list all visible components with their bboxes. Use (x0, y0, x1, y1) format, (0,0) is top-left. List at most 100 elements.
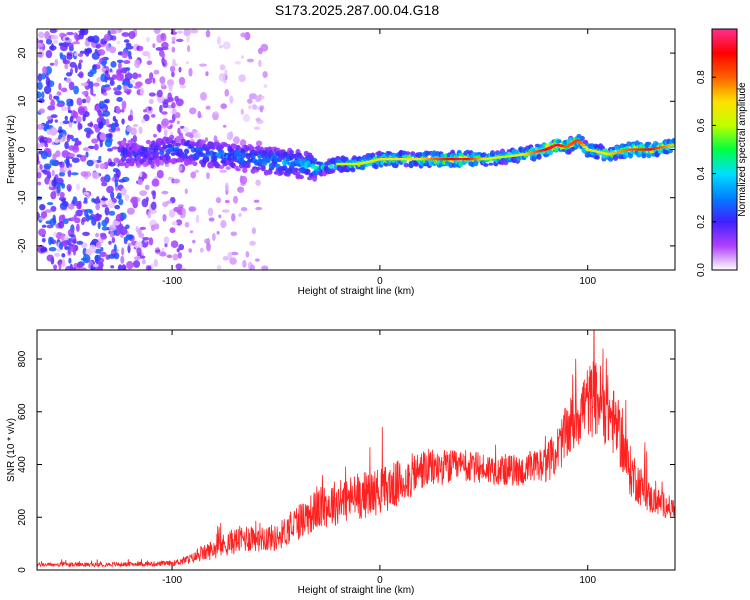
spectral-blob (76, 183, 80, 191)
spectral-blob (56, 96, 60, 103)
spectral-blob (116, 192, 122, 200)
spectral-blob (232, 195, 239, 204)
spectral-blob (176, 248, 180, 253)
spectral-blob (159, 104, 163, 113)
spectral-blob (108, 253, 116, 259)
bottom-xtick-label: 0 (377, 575, 383, 586)
ridge-blob (182, 153, 188, 157)
spectral-blob (109, 230, 115, 238)
ridge-blob (405, 151, 411, 156)
spectral-blob (41, 224, 47, 228)
spectral-blob (104, 206, 110, 216)
spectral-blob (116, 97, 123, 102)
spectral-blob (242, 259, 247, 268)
spectral-blob (136, 45, 140, 51)
spectral-blob (76, 223, 80, 232)
spectral-blob (53, 264, 58, 270)
ridge-blob (248, 145, 255, 150)
spectral-blob (82, 114, 86, 122)
colorbar: 0.0 0.2 0.4 0.6 0.8 Normalized spectral ampli… (696, 28, 748, 277)
spectral-blob (199, 63, 207, 67)
spectral-blob (91, 241, 96, 246)
bottom-ytick-label: 800 (17, 350, 28, 367)
spectral-blob (113, 87, 118, 91)
spectral-blob (185, 61, 189, 65)
spectral-blob (205, 29, 211, 38)
ridge-blob (350, 167, 356, 173)
spectral-blob (206, 172, 210, 180)
spectral-blob (109, 79, 115, 86)
spectral-blob (97, 221, 101, 230)
spectral-blob (248, 104, 252, 110)
ridge-blob (145, 139, 151, 145)
spectral-blob (38, 31, 45, 39)
ridge-blob (556, 139, 562, 144)
spectral-blob (73, 85, 79, 95)
ridge-blob (312, 157, 318, 163)
spectral-blob (113, 244, 117, 252)
spectral-blob (51, 169, 55, 177)
spectral-blob (112, 115, 117, 122)
spectral-blob (110, 191, 115, 200)
spectral-blob (76, 201, 81, 204)
spectral-blob (37, 181, 42, 186)
spectral-blob (99, 114, 104, 122)
spectral-blob (135, 226, 139, 233)
spectral-blob (54, 138, 59, 144)
spectral-blob (72, 41, 80, 45)
ridge-blob (403, 162, 409, 168)
spectral-blob (74, 64, 78, 74)
spectral-blob (116, 84, 122, 91)
spectral-blob (43, 85, 52, 95)
spectral-blob (64, 115, 69, 121)
spectral-blob (170, 240, 179, 248)
spectral-blob (60, 87, 68, 93)
spectral-blob (115, 127, 121, 132)
spectral-blob (59, 242, 63, 250)
spectral-blob (216, 264, 222, 270)
spectral-blob (189, 230, 194, 234)
spectral-blob (40, 142, 45, 148)
spectral-blob (99, 132, 106, 141)
spectral-blob (111, 146, 119, 150)
spectral-blob (217, 36, 221, 45)
spectral-blob (125, 224, 130, 229)
colorbar-tick-label: 0.4 (696, 166, 707, 180)
spectral-blob (245, 251, 250, 258)
top-ytick-label: 20 (17, 47, 28, 59)
spectral-blob (133, 85, 141, 89)
spectral-blob (62, 133, 66, 142)
spectral-blob (95, 163, 99, 169)
spectral-blob (255, 206, 263, 211)
spectral-blob (254, 126, 261, 130)
spectral-blob (127, 244, 131, 254)
spectral-blob (91, 138, 99, 144)
spectral-blob (130, 196, 139, 204)
spectral-blob (141, 198, 149, 208)
ridge-blob (410, 151, 416, 156)
spectral-blob (224, 199, 230, 204)
spectral-blob (197, 110, 202, 119)
spectral-blob (121, 264, 126, 270)
colorbar-tick-label: 0.8 (696, 70, 707, 84)
spectral-blob (175, 98, 184, 107)
spectral-blob (111, 177, 116, 182)
spectral-blob (168, 209, 176, 218)
ridge-blob (260, 164, 266, 171)
spectral-blob (178, 243, 185, 251)
spectral-blob (46, 254, 54, 262)
spectral-blob (238, 74, 246, 83)
spectral-blob (246, 58, 254, 63)
spectral-blob (155, 249, 161, 253)
spectral-blob (101, 181, 108, 187)
spectral-blob (105, 118, 110, 127)
spectral-blob (249, 264, 255, 270)
spectral-blob (170, 31, 177, 35)
spectral-blob (89, 68, 97, 75)
spectral-blob (68, 145, 76, 151)
spectral-blob (139, 190, 148, 197)
ridge-blob (129, 161, 135, 167)
spectral-blob (77, 106, 85, 114)
spectral-blob (97, 121, 104, 129)
spectral-blob (89, 244, 97, 254)
